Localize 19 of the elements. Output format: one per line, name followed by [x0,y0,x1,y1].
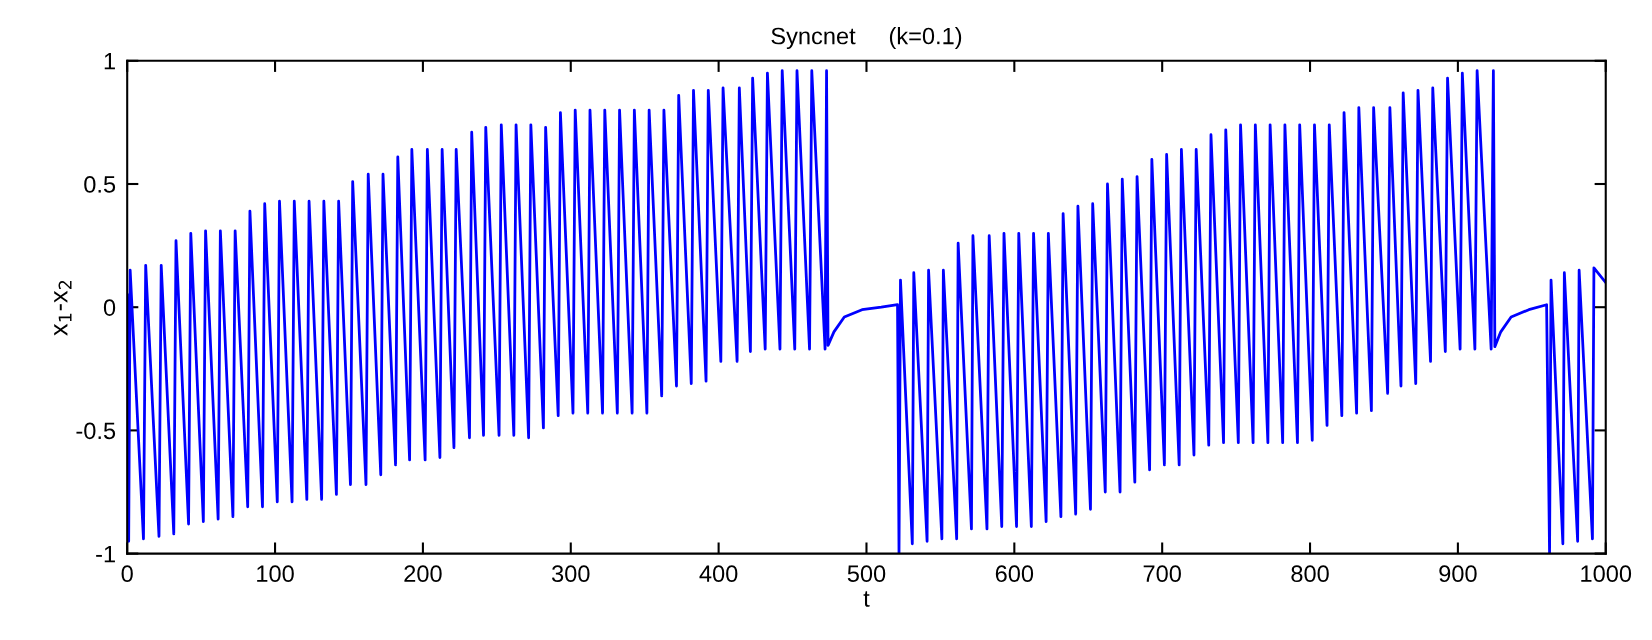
x-tick-label: 600 [995,565,1034,583]
x-tick-label: 500 [847,565,886,583]
x-tick-label: 800 [1291,565,1329,583]
y-tick-label: 0.5 [84,176,116,193]
y-tick-label: 0 [103,299,116,316]
x-tick-label: 0 [121,565,133,583]
x-tick-label: 700 [1143,565,1181,583]
x-tick-label: 900 [1439,565,1477,583]
x-tick-label: 1000 [1581,565,1632,583]
y-axis-title: x$_{1}$-x$_{2}$ [54,280,72,336]
y-tick-label: -1 [96,545,115,563]
x-tick-label: 400 [699,565,738,583]
y-tick-label: -0.5 [76,422,116,440]
x-tick-label: 200 [404,565,442,583]
x-axis-title: t [863,591,870,607]
x-tick-label: 300 [551,565,590,583]
x-tick-label: 100 [257,565,294,583]
y-tick-label: 1 [104,53,115,70]
chart-title: Syncnet (k=0.1) [771,27,962,50]
